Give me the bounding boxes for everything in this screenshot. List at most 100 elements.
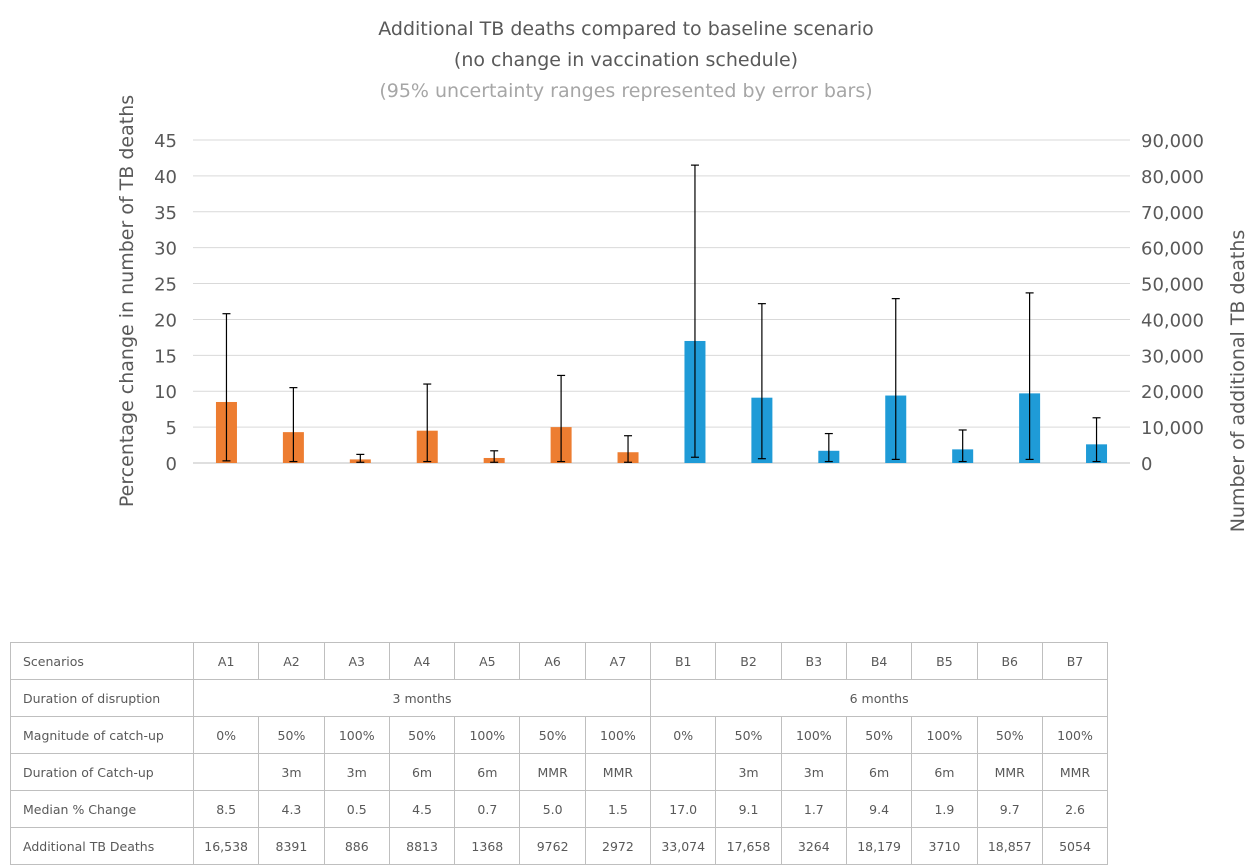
table-cell: 886 [323,827,390,865]
table-cell: A1 [192,642,260,680]
table-cell: 1.7 [780,790,847,828]
table-cell: MMR [519,753,586,791]
table-cell: B7 [1041,642,1109,680]
table-cell: 9.7 [976,790,1043,828]
table-cell: 100% [780,716,847,754]
table-cell: 100% [454,716,521,754]
table-cell: 3264 [780,827,847,865]
table-cell: 3m [258,753,325,791]
table-cell: 0.7 [454,790,521,828]
table-cell: 100% [323,716,390,754]
table-cell: 50% [976,716,1043,754]
table-cell: A7 [584,642,652,680]
table-cell: MMR [584,753,652,791]
table-cell: 6m [845,753,913,791]
table-cell [192,753,260,791]
y2-tick-label: 50,000 [1141,275,1204,296]
table-cell: 50% [258,716,325,754]
y-axis-title: Percentage change in number of TB deaths [116,95,138,507]
y2-tick-label: 0 [1141,454,1152,475]
table-cell: 8813 [388,827,456,865]
table-cell: 33,074 [650,827,717,865]
catchup-magnitude-row: Magnitude of catch-up 0% 50% 100% 50% 100% 50%… [10,716,1109,754]
y2-tick-label: 60,000 [1141,239,1204,260]
table-cell: 3710 [911,827,978,865]
table-cell: 9762 [519,827,586,865]
table-cell: 17.0 [650,790,717,828]
disruption-group-b: 6 months [650,679,1109,717]
scenarios-row: Scenarios A1 A2 A3 A4 A5 A6 A7 B1 B2 B3 B4 B5 B6 B7 [10,642,1109,680]
table-cell: 6m [454,753,521,791]
row-header: Median % Change [10,790,194,828]
row-header: Additional TB Deaths [10,827,194,865]
y2-tick-label: 10,000 [1141,418,1204,439]
disruption-group-a: 3 months [192,679,652,717]
table-cell: 0% [192,716,260,754]
table-cell: 50% [519,716,586,754]
y2-tick-label: 20,000 [1141,382,1204,403]
table-cell: A2 [258,642,325,680]
table-cell: 3m [715,753,782,791]
chart-plot: 0 5 10 15 20 25 30 35 40 45 0 10,000 20,000 30,000 40,… [116,95,1249,533]
table-cell: 1368 [454,827,521,865]
median-change-row: Median % Change 8.5 4.3 0.5 4.5 0.7 5.0 1.5 17.0… [10,790,1109,828]
table-cell: B6 [976,642,1043,680]
table-cell: 16,538 [192,827,260,865]
catchup-duration-row: Duration of Catch-up 3m 3m 6m 6m MMR MMR 3m 3m 6m… [10,753,1109,791]
y-tick-label: 30 [154,239,177,260]
table-cell: 8391 [258,827,325,865]
table-cell: B5 [911,642,978,680]
table-cell: 1.5 [584,790,652,828]
table-cell: 17,658 [715,827,782,865]
table-cell: 50% [845,716,913,754]
table-cell: A6 [519,642,586,680]
table-cell: 50% [388,716,456,754]
table-cell: 9.1 [715,790,782,828]
table-cell: B1 [650,642,717,680]
additional-deaths-row: Additional TB Deaths 16,538 8391 886 8813 136… [10,827,1109,865]
y2-tick-label: 30,000 [1141,346,1204,367]
table-cell: 6m [388,753,456,791]
y2-tick-label: 80,000 [1141,167,1204,188]
chart-subtitle: (95% uncertainty ranges represented by e… [379,80,873,102]
table-cell: MMR [1041,753,1109,791]
table-cell: 5054 [1041,827,1109,865]
table-cell: 6m [911,753,978,791]
table-cell: MMR [976,753,1043,791]
table-cell: 4.3 [258,790,325,828]
y-tick-label: 20 [154,310,177,331]
table-cell: B3 [780,642,847,680]
table-cell: 9.4 [845,790,913,828]
y-tick-label: 15 [154,346,177,367]
table-cell: 2972 [584,827,652,865]
y2-axis-title: Number of additional TB deaths [1227,230,1249,533]
table-cell: 0% [650,716,717,754]
y-tick-label: 5 [166,418,177,439]
table-cell: B2 [715,642,782,680]
table-cell: 18,179 [845,827,913,865]
y2-tick-label: 90,000 [1141,131,1204,152]
y-tick-label: 0 [166,454,177,475]
table-cell: 3m [780,753,847,791]
disruption-row: Duration of disruption 3 months 6 months [10,679,1109,717]
y-tick-label: 10 [154,382,177,403]
row-header: Scenarios [10,642,194,680]
row-header: Duration of Catch-up [10,753,194,791]
y2-tick-label: 40,000 [1141,310,1204,331]
row-header: Magnitude of catch-up [10,716,194,754]
chart-title-line2: (no change in vaccination schedule) [453,49,799,71]
chart-title-line1: Additional TB deaths compared to baselin… [378,18,874,40]
y-tick-label: 35 [154,203,177,224]
table-cell: 100% [1041,716,1109,754]
table-cell: B4 [845,642,913,680]
y-tick-label: 45 [154,131,177,152]
y2-tick-label: 70,000 [1141,203,1204,224]
table-cell: 8.5 [192,790,260,828]
y-tick-label: 25 [154,275,177,296]
table-cell: 50% [715,716,782,754]
table-cell: 18,857 [976,827,1043,865]
row-header: Duration of disruption [10,679,194,717]
table-cell: 5.0 [519,790,586,828]
table-cell: A4 [388,642,456,680]
table-cell: 4.5 [388,790,456,828]
